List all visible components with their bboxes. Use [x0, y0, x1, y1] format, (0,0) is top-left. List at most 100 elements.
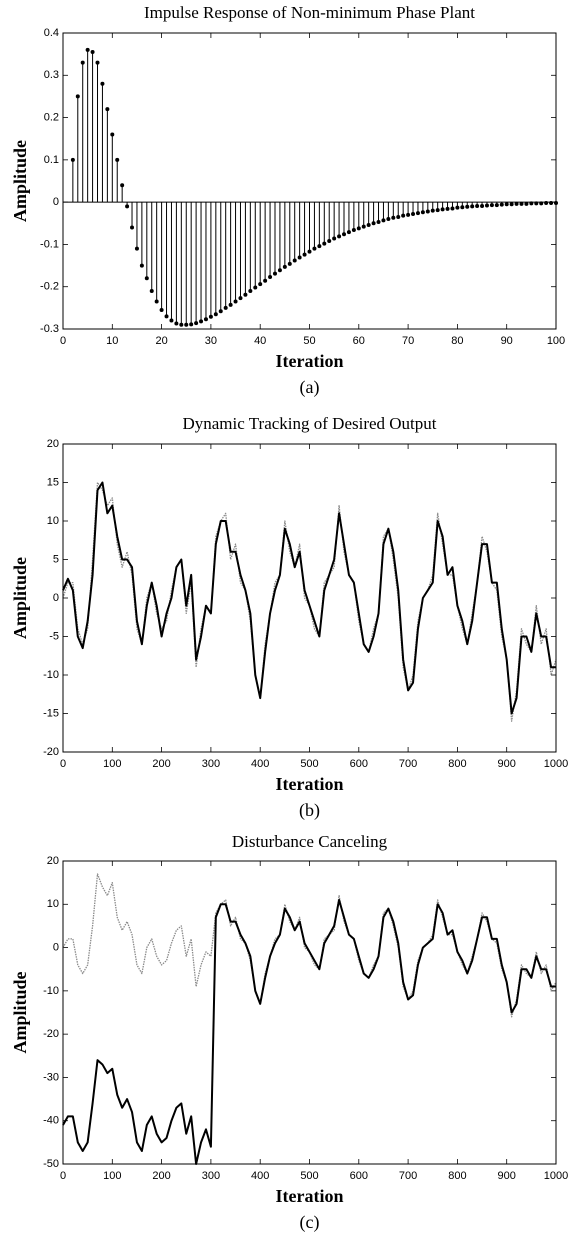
stem-marker: [130, 225, 135, 230]
stem-marker: [194, 321, 199, 326]
caption: (a): [300, 377, 320, 398]
stem-marker: [499, 202, 504, 207]
stem-marker: [218, 309, 223, 314]
caption: (c): [300, 1212, 320, 1233]
x-tick-label: 100: [547, 335, 565, 347]
stem-marker: [376, 220, 381, 225]
stem-marker: [509, 202, 514, 207]
subplot: Dynamic Tracking of Desired Output Iterat…: [10, 414, 568, 821]
stem-marker: [100, 81, 105, 86]
x-tick-label: 0: [60, 758, 66, 770]
stem-marker: [549, 200, 554, 205]
x-axis-label: Iteration: [276, 1186, 344, 1206]
stem-marker: [105, 107, 110, 112]
y-tick-label: -20: [43, 746, 59, 758]
stem-marker: [494, 203, 499, 208]
stem-marker: [287, 261, 292, 266]
stem-marker: [455, 205, 460, 210]
y-tick-label: -5: [49, 630, 59, 642]
series-line: [62, 873, 557, 1018]
stem-marker: [258, 282, 263, 287]
y-tick-label: -0.3: [40, 323, 59, 335]
y-tick-label: 20: [47, 855, 59, 867]
stem-marker: [263, 278, 268, 283]
x-tick-label: 900: [498, 758, 516, 770]
subplot: Impulse Response of Non-minimum Phase Pl…: [10, 3, 565, 398]
stem-marker: [544, 200, 549, 205]
y-tick-label: -40: [43, 1115, 59, 1127]
y-tick-label: -0.2: [40, 281, 59, 293]
y-tick-label: -50: [43, 1158, 59, 1170]
y-tick-label: -10: [43, 669, 59, 681]
y-tick-label: 5: [53, 553, 59, 565]
x-tick-label: 70: [402, 335, 414, 347]
y-tick-label: 0.4: [44, 27, 59, 39]
x-tick-label: 0: [60, 1170, 66, 1182]
stem-marker: [411, 211, 416, 216]
stem-marker: [420, 210, 425, 215]
x-tick-label: 20: [155, 335, 167, 347]
stem-marker: [327, 239, 332, 244]
x-tick-label: 700: [399, 758, 417, 770]
x-tick-label: 800: [448, 758, 466, 770]
x-tick-label: 0: [60, 335, 66, 347]
stem-marker: [292, 258, 297, 263]
x-axis-label: Iteration: [276, 351, 344, 371]
stem-marker: [238, 296, 243, 301]
stem-marker: [75, 94, 80, 99]
stem-marker: [322, 241, 327, 246]
stem-marker: [524, 201, 529, 206]
stem-marker: [139, 263, 144, 268]
y-tick-label: -20: [43, 1028, 59, 1040]
stem-marker: [268, 274, 273, 279]
plot-frame: [62, 860, 557, 1165]
series-line: [62, 481, 556, 715]
stem-marker: [213, 312, 218, 317]
x-tick-label: 10: [106, 335, 118, 347]
stem-marker: [470, 204, 475, 209]
stem-marker: [386, 217, 391, 222]
stem-marker: [415, 211, 420, 216]
stem-marker: [189, 322, 194, 327]
x-tick-label: 200: [152, 1170, 170, 1182]
x-tick-label: 30: [205, 335, 217, 347]
subplot: Disturbance Canceling Iteration Amplitude (…: [10, 832, 568, 1233]
x-tick-label: 40: [254, 335, 266, 347]
stem-marker: [159, 307, 164, 312]
stem-marker: [95, 60, 100, 65]
stem-marker: [504, 202, 509, 207]
stem-marker: [401, 213, 406, 218]
y-tick-label: -0.1: [40, 238, 59, 250]
stem-marker: [169, 318, 174, 323]
stem-marker: [475, 203, 480, 208]
stem-marker: [223, 305, 228, 310]
stem-marker: [85, 47, 90, 52]
x-tick-label: 300: [202, 758, 220, 770]
x-tick-label: 500: [300, 758, 318, 770]
stem-marker: [480, 203, 485, 208]
stem-marker: [430, 208, 435, 213]
stem-marker: [534, 201, 539, 206]
stem-marker: [277, 268, 282, 273]
stem-marker: [312, 246, 317, 251]
x-tick-label: 1000: [544, 758, 568, 770]
stem-marker: [90, 50, 95, 55]
stem-marker: [539, 201, 544, 206]
x-tick-label: 200: [152, 758, 170, 770]
plot-frame: [62, 443, 557, 753]
x-tick-label: 800: [448, 1170, 466, 1182]
stem-marker: [134, 246, 139, 251]
stem-marker: [179, 322, 184, 327]
chart-title: Dynamic Tracking of Desired Output: [182, 414, 436, 433]
stem-marker: [332, 236, 337, 241]
stem-marker: [302, 252, 307, 257]
stem-marker: [425, 209, 430, 214]
x-axis-label: Iteration: [276, 774, 344, 794]
x-tick-label: 600: [350, 758, 368, 770]
x-tick-label: 700: [399, 1170, 417, 1182]
stem-marker: [440, 207, 445, 212]
stem-marker: [149, 288, 154, 293]
stem-marker: [203, 317, 208, 322]
y-tick-label: 0.2: [44, 111, 59, 123]
y-tick-label: -15: [43, 707, 59, 719]
